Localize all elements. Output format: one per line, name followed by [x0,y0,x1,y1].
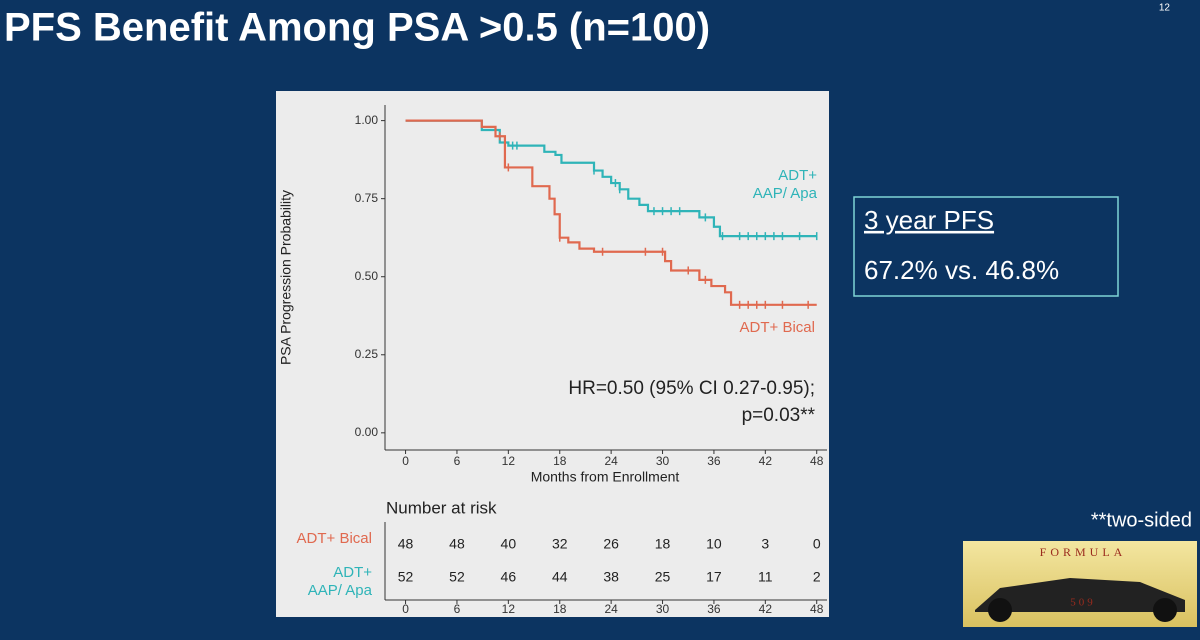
risk-count: 46 [501,569,517,585]
risk-count: 17 [706,569,722,585]
risk-count: 52 [449,569,465,585]
annotation: HR=0.50 (95% CI 0.27-0.95); [568,378,815,399]
y-axis-label: PSA Progression Probability [278,190,294,365]
risk-row-label: ADT+ Bical [297,530,372,547]
x-tick-label: 36 [707,454,721,468]
x-tick-label: 30 [656,454,670,468]
risk-x-tick-label: 18 [553,602,567,616]
risk-x-tick-label: 0 [402,602,409,616]
risk-count: 40 [501,536,517,552]
y-tick-label: 1.00 [355,113,379,127]
risk-count: 48 [449,536,465,552]
risk-x-tick-label: 30 [656,602,670,616]
logo-wheel [1153,598,1177,622]
risk-count: 0 [813,536,821,552]
risk-x-tick-label: 36 [707,602,721,616]
series-label: ADT+ AAP/ Apa [753,167,818,202]
chart: 0.000.250.500.751.000 6 12 18 24 30 36 42 48Mont… [278,105,827,616]
x-tick-label: 24 [604,454,618,468]
x-tick-label: 6 [454,454,461,468]
risk-x-tick-label: 24 [604,602,618,616]
y-tick-label: 0.50 [355,269,379,283]
risk-x-tick-label: 6 [454,602,461,616]
risk-count: 2 [813,569,821,585]
x-tick-label: 0 [402,454,409,468]
pfs-text: 67.2% vs. 46.8% [864,255,1059,285]
slide-number: 12 [1159,3,1171,14]
annotation: p=0.03** [742,405,816,426]
logo-bottom: 509 [1070,597,1096,609]
risk-count: 3 [761,536,769,552]
risk-x-tick-label: 12 [502,602,516,616]
logo-top: FORMULA [1040,545,1127,559]
logo-car [975,578,1185,612]
risk-x-tick-label: 42 [759,602,773,616]
risk-count: 44 [552,569,568,585]
x-axis-label: Months from Enrollment [531,469,680,485]
y-tick-label: 0.75 [355,191,379,205]
logo-wheel [988,598,1012,622]
slide-title: PFS Benefit Among PSA >0.5 (n=100) [4,6,710,50]
risk-count: 26 [603,536,619,552]
footnote: **two-sided [1091,509,1192,531]
pfs-heading: 3 year PFS [864,205,994,235]
x-tick-label: 48 [810,454,824,468]
x-tick-label: 42 [759,454,773,468]
risk-count: 32 [552,536,568,552]
risk-count: 25 [655,569,671,585]
chart-panel [276,91,829,617]
risk-x-tick-label: 48 [810,602,824,616]
risk-count: 11 [758,569,773,585]
survival-curve [405,119,817,238]
risk-table-title: Number at risk [386,498,497,517]
y-tick-label: 0.25 [355,347,379,361]
y-tick-label: 0.00 [355,425,379,439]
risk-row-label: ADT+ AAP/ Apa [308,564,373,599]
series-label: ADT+ Bical [740,319,815,336]
survival-curve [405,119,817,306]
x-tick-label: 18 [553,454,567,468]
risk-count: 18 [655,536,671,552]
x-tick-label: 12 [502,454,516,468]
risk-count: 10 [706,536,722,552]
risk-count: 48 [398,536,414,552]
risk-count: 52 [398,569,414,585]
risk-count: 38 [603,569,619,585]
pfs-box [853,196,1119,297]
